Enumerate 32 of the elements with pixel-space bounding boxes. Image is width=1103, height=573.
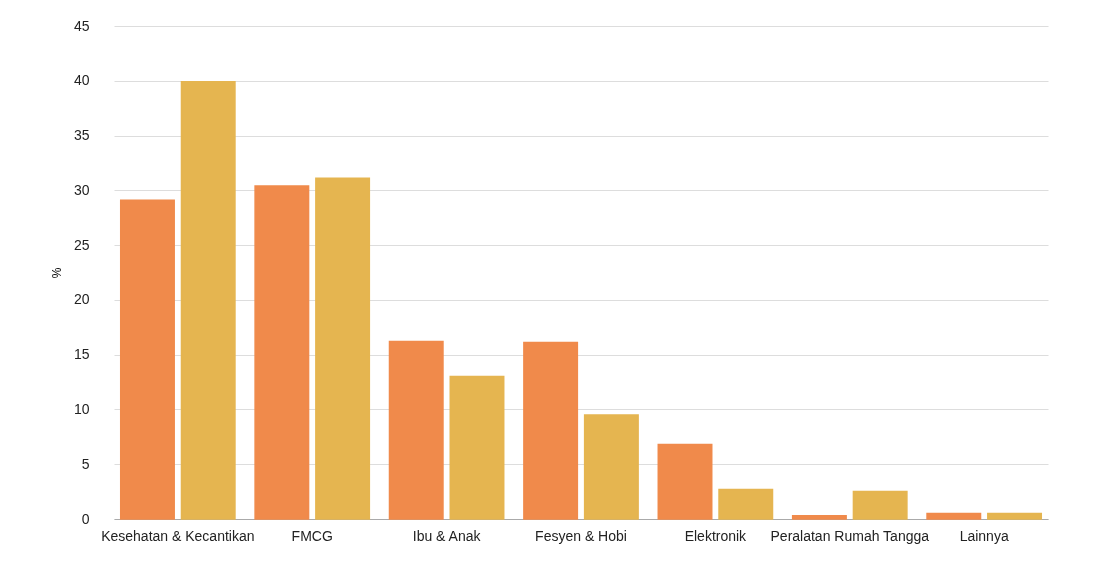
- x-tick-label: Ibu & Anak: [412, 527, 482, 544]
- x-tick-label: FMCG: [291, 527, 333, 544]
- x-tick-label: Elektronik: [684, 527, 748, 544]
- y-tick-label: 45: [73, 17, 90, 34]
- y-tick-label: 0: [81, 510, 90, 527]
- bar: [926, 512, 982, 520]
- bar: [254, 185, 310, 520]
- bar: [852, 490, 908, 520]
- y-tick-label: 10: [73, 400, 90, 417]
- bar: [718, 488, 774, 520]
- bar: [315, 177, 371, 520]
- y-tick-label: 25: [73, 236, 90, 253]
- bar: [449, 375, 505, 520]
- bar: [583, 414, 639, 520]
- y-tick-label: 30: [73, 181, 90, 198]
- y-tick-label: 20: [73, 291, 90, 308]
- y-axis-title: %: [49, 267, 64, 279]
- bar: [180, 81, 236, 520]
- y-tick-label: 35: [73, 127, 90, 144]
- x-tick-label: Lainnya: [959, 527, 1009, 544]
- bar: [657, 443, 713, 520]
- bar: [523, 341, 579, 520]
- bar: [987, 512, 1043, 520]
- y-tick-label: 5: [81, 455, 90, 472]
- bar: [388, 340, 444, 520]
- x-tick-label: Peralatan Rumah Tangga: [770, 527, 930, 544]
- bar: [119, 199, 175, 520]
- y-tick-label: 40: [73, 72, 90, 89]
- x-tick-label: Fesyen & Hobi: [535, 527, 627, 544]
- y-tick-label: 15: [73, 346, 90, 363]
- x-tick-label: Kesehatan & Kecantikan: [101, 527, 255, 544]
- bar: [791, 514, 847, 520]
